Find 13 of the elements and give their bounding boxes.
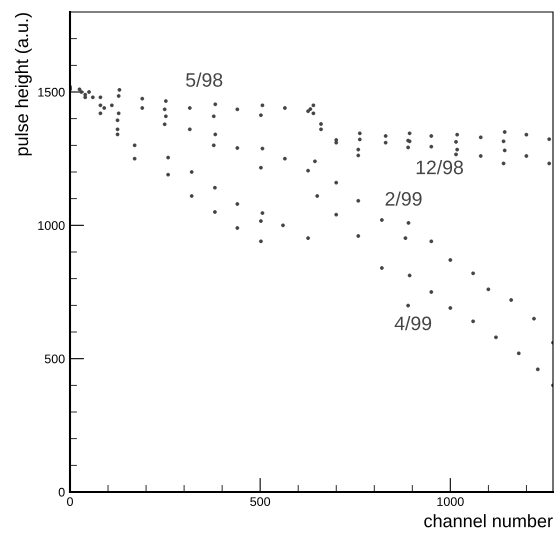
series-label: 2/99	[386, 191, 422, 206]
series-label: 5/98	[186, 72, 222, 87]
x-tick-label: 500	[250, 497, 270, 506]
x-tick-label: 1000	[437, 497, 464, 506]
y-tick-label: 500	[44, 354, 65, 364]
x-tick-label: 0	[67, 497, 73, 506]
y-tick-label: 1500	[38, 88, 65, 97]
y-axis-title: pulse height (a.u.)	[14, 13, 32, 156]
y-tick-label: 1000	[38, 221, 65, 230]
series-label: 4/99	[394, 316, 432, 330]
x-axis-title: channel number	[424, 514, 553, 528]
y-tick-label: 0	[58, 488, 65, 497]
series-label: 12/98	[416, 160, 463, 174]
